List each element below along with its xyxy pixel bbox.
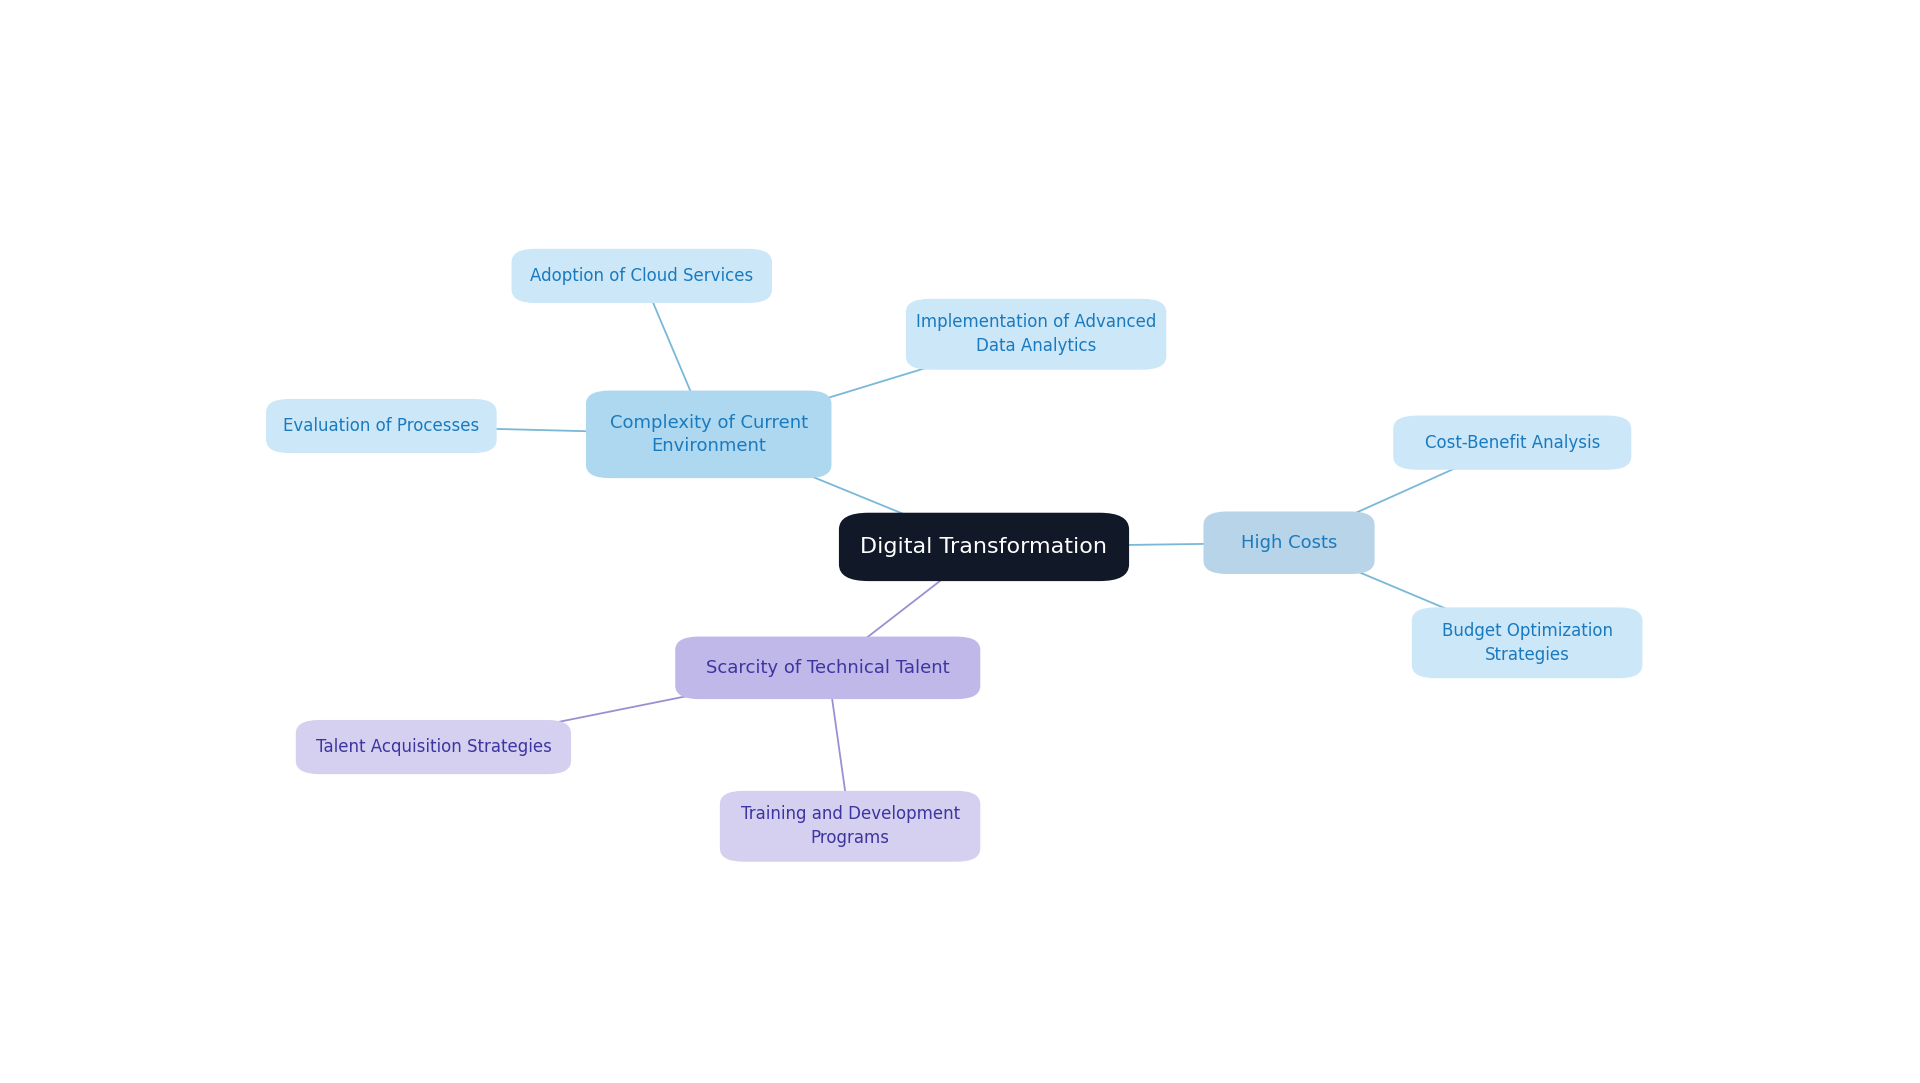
FancyBboxPatch shape xyxy=(511,249,772,303)
FancyBboxPatch shape xyxy=(676,637,981,700)
Text: Budget Optimization
Strategies: Budget Optimization Strategies xyxy=(1442,622,1613,664)
FancyBboxPatch shape xyxy=(720,791,981,862)
FancyBboxPatch shape xyxy=(1204,511,1375,574)
FancyBboxPatch shape xyxy=(296,720,570,774)
Text: Implementation of Advanced
Data Analytics: Implementation of Advanced Data Analytic… xyxy=(916,313,1156,355)
Text: Adoption of Cloud Services: Adoption of Cloud Services xyxy=(530,266,753,285)
Text: Digital Transformation: Digital Transformation xyxy=(860,537,1108,557)
FancyBboxPatch shape xyxy=(839,512,1129,582)
Text: Cost-Benefit Analysis: Cost-Benefit Analysis xyxy=(1425,433,1599,452)
Text: Training and Development
Programs: Training and Development Programs xyxy=(741,806,960,847)
FancyBboxPatch shape xyxy=(1411,608,1642,678)
Text: High Costs: High Costs xyxy=(1240,534,1336,551)
FancyBboxPatch shape xyxy=(267,399,497,453)
FancyBboxPatch shape xyxy=(1394,416,1632,470)
Text: Complexity of Current
Environment: Complexity of Current Environment xyxy=(611,414,808,455)
Text: Scarcity of Technical Talent: Scarcity of Technical Talent xyxy=(707,658,950,677)
FancyBboxPatch shape xyxy=(906,299,1165,369)
FancyBboxPatch shape xyxy=(586,391,831,478)
Text: Talent Acquisition Strategies: Talent Acquisition Strategies xyxy=(315,738,551,756)
Text: Evaluation of Processes: Evaluation of Processes xyxy=(284,417,480,435)
